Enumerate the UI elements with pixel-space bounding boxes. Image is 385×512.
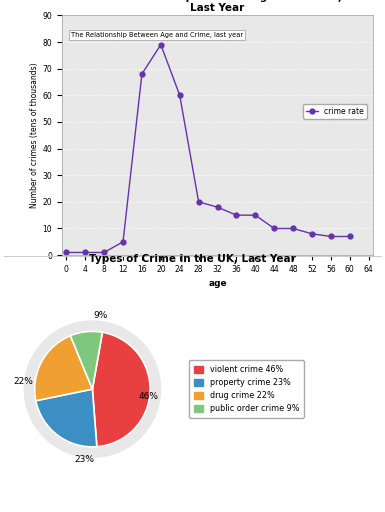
Wedge shape: [35, 336, 92, 401]
Text: 46%: 46%: [139, 392, 159, 401]
Wedge shape: [70, 331, 102, 389]
Y-axis label: Number of crimes (tens of thousands): Number of crimes (tens of thousands): [30, 62, 39, 208]
Text: The Relationship Between Age and Crime, last year: The Relationship Between Age and Crime, …: [71, 32, 243, 38]
Text: 22%: 22%: [14, 377, 34, 386]
Wedge shape: [36, 389, 97, 447]
Title: The Relationship Between Age and Crime,
Last Year: The Relationship Between Age and Crime, …: [94, 0, 341, 13]
Wedge shape: [92, 332, 150, 446]
Text: 9%: 9%: [93, 311, 107, 319]
Legend: crime rate: crime rate: [303, 104, 367, 119]
Text: 23%: 23%: [75, 455, 95, 464]
Text: Types of Crime in the UK, Last Year: Types of Crime in the UK, Last Year: [89, 253, 296, 264]
X-axis label: age: age: [208, 280, 227, 288]
Circle shape: [24, 321, 161, 457]
Legend: violent crime 46%, property crime 23%, drug crime 22%, public order crime 9%: violent crime 46%, property crime 23%, d…: [189, 360, 304, 418]
